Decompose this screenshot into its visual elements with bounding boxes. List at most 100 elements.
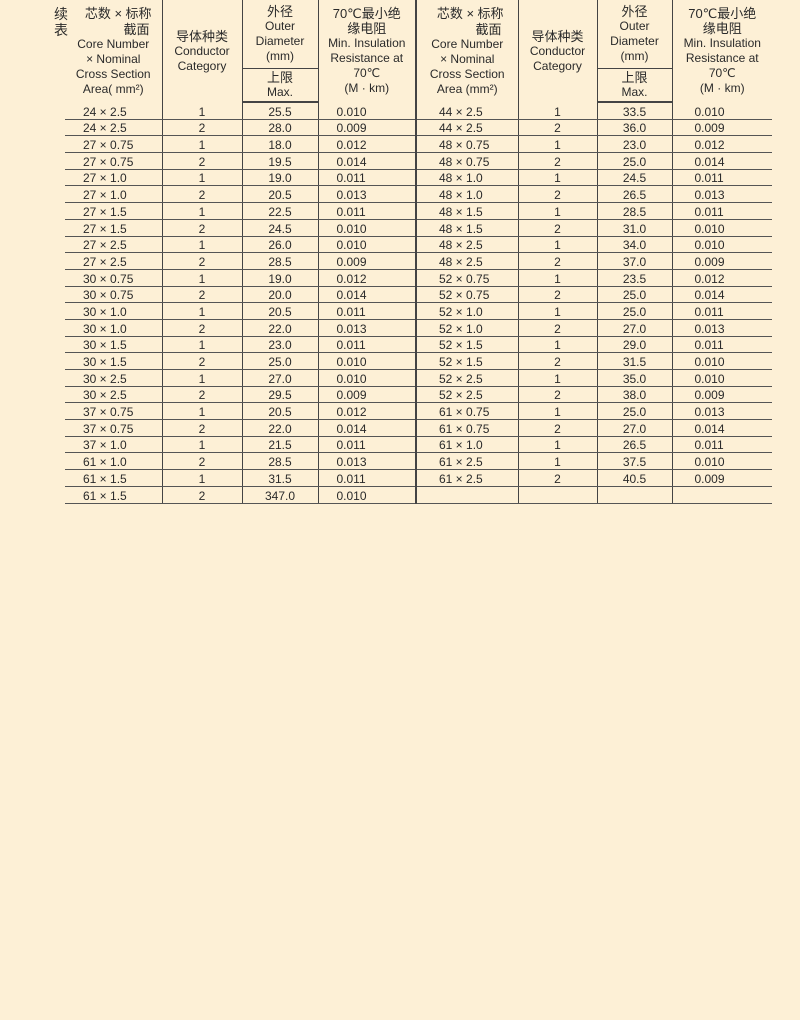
table-row: 27 × 1.0 2 20.5 0.013 48 × 1.0 2 26.5 0.013 [65, 185, 772, 204]
right-conductor-category-cell: 2 [517, 119, 598, 137]
right-outer-diameter-max-cell: 34.0 [596, 236, 673, 254]
right-conductor-category-cell: 2 [517, 386, 598, 404]
right-conductor-category-cell: 1 [517, 302, 598, 320]
left-insulation-resistance-cell: 0.011 [317, 169, 417, 187]
left-core-section-cell: 27 × 0.75 [65, 152, 163, 170]
left-insulation-resistance-cell: 0.014 [317, 152, 417, 170]
right-conductor-category-cell: 1 [517, 402, 598, 421]
right-conductor-category-cell: 2 [517, 152, 598, 170]
left-conductor-category-cell: 1 [161, 135, 243, 154]
left-core-section-cell: 30 × 2.5 [65, 386, 163, 404]
left-outer-diameter-max-cell: 19.0 [241, 269, 319, 287]
right-core-section-cell: 52 × 0.75 [415, 286, 519, 304]
table-row: 30 × 1.5 1 23.0 0.011 52 × 1.5 1 29.0 0.011 [65, 336, 772, 354]
left-insulation-resistance-cell: 0.013 [317, 319, 417, 337]
right-core-section-cell: 52 × 1.5 [415, 352, 519, 370]
right-core-section-cell: 52 × 1.5 [415, 336, 519, 354]
right-insulation-resistance-cell: 0.013 [671, 319, 772, 337]
right-conductor-category-cell: 1 [517, 452, 598, 471]
right-outer-diameter-max-cell: 27.0 [596, 419, 673, 437]
table-row: 27 × 1.0 1 19.0 0.011 48 × 1.0 1 24.5 0.011 [65, 169, 772, 187]
left-insulation-resistance-cell: 0.010 [317, 102, 417, 120]
left-conductor-category-cell: 2 [161, 286, 243, 304]
right-insulation-resistance-cell: 0.014 [671, 419, 772, 437]
left-outer-diameter-max-cell: 28.5 [241, 452, 319, 471]
left-outer-diameter-max-cell: 20.5 [241, 185, 319, 204]
table-row: 27 × 2.5 1 26.0 0.010 48 × 2.5 1 34.0 0.010 [65, 236, 772, 254]
right-core-section-cell [415, 486, 519, 504]
right-insulation-resistance-cell: 0.009 [671, 252, 772, 270]
right-outer-diameter-max-cell: 35.0 [596, 369, 673, 387]
right-outer-diameter-max-cell: 37.5 [596, 452, 673, 471]
left-insulation-resistance-cell: 0.009 [317, 252, 417, 270]
right-core-section-cell: 61 × 0.75 [415, 402, 519, 421]
right-conductor-category-cell: 2 [517, 319, 598, 337]
right-outer-diameter-max-cell: 25.0 [596, 286, 673, 304]
left-core-section-cell: 27 × 2.5 [65, 252, 163, 270]
left-conductor-category-cell: 2 [161, 219, 243, 237]
right-outer-diameter-max-cell: 25.0 [596, 302, 673, 320]
left-core-section-cell: 24 × 2.5 [65, 102, 163, 120]
right-insulation-resistance-cell: 0.010 [671, 369, 772, 387]
table-row: 61 × 1.0 2 28.5 0.013 61 × 2.5 1 37.5 0.010 [65, 452, 772, 471]
left-insulation-resistance-cell: 0.010 [317, 369, 417, 387]
right-insulation-resistance-cell: 0.010 [671, 236, 772, 254]
right-core-section-cell: 52 × 0.75 [415, 269, 519, 287]
left-core-section-cell: 30 × 1.0 [65, 319, 163, 337]
left-insulation-resistance-cell: 0.011 [317, 336, 417, 354]
header-max-right: 上限 Max. [596, 68, 673, 103]
left-insulation-resistance-cell: 0.010 [317, 219, 417, 237]
header-core-left: 芯数 × 标称 截面 Core Number × Nominal Cross Se… [65, 0, 163, 102]
right-conductor-category-cell: 2 [517, 352, 598, 370]
table-row: 37 × 0.75 1 20.5 0.012 61 × 0.75 1 25.0 0.013 [65, 402, 772, 421]
table-row: 30 × 0.75 1 19.0 0.012 52 × 0.75 1 23.5 0.012 [65, 269, 772, 287]
left-core-section-cell: 24 × 2.5 [65, 119, 163, 137]
right-outer-diameter-max-cell [596, 486, 673, 504]
left-insulation-resistance-cell: 0.011 [317, 436, 417, 454]
table-row: 24 × 2.5 1 25.5 0.010 44 × 2.5 1 33.5 0.010 [65, 102, 772, 120]
left-core-section-cell: 37 × 1.0 [65, 436, 163, 454]
left-outer-diameter-max-cell: 24.5 [241, 219, 319, 237]
right-core-section-cell: 52 × 2.5 [415, 386, 519, 404]
left-core-section-cell: 27 × 1.5 [65, 202, 163, 220]
left-outer-diameter-max-cell: 25.0 [241, 352, 319, 370]
table-row: 61 × 1.5 2 347.0 0.010 [65, 486, 772, 504]
right-outer-diameter-max-cell: 38.0 [596, 386, 673, 404]
left-outer-diameter-max-cell: 28.5 [241, 252, 319, 270]
left-core-section-cell: 61 × 1.0 [65, 452, 163, 471]
left-outer-diameter-max-cell: 21.5 [241, 436, 319, 454]
header-category-right: 导体种类 Conductor Category [517, 0, 598, 102]
left-conductor-category-cell: 2 [161, 352, 243, 370]
right-conductor-category-cell: 1 [517, 336, 598, 354]
left-insulation-resistance-cell: 0.010 [317, 236, 417, 254]
right-insulation-resistance-cell: 0.009 [671, 469, 772, 487]
left-insulation-resistance-cell: 0.014 [317, 286, 417, 304]
left-outer-diameter-max-cell: 28.0 [241, 119, 319, 137]
right-insulation-resistance-cell: 0.014 [671, 152, 772, 170]
right-core-section-cell: 48 × 1.5 [415, 202, 519, 220]
left-conductor-category-cell: 1 [161, 102, 243, 120]
left-conductor-category-cell: 1 [161, 402, 243, 421]
table-row: 30 × 1.0 2 22.0 0.013 52 × 1.0 2 27.0 0.013 [65, 319, 772, 337]
left-insulation-resistance-cell: 0.012 [317, 135, 417, 154]
right-conductor-category-cell: 1 [517, 436, 598, 454]
right-conductor-category-cell: 1 [517, 202, 598, 220]
left-conductor-category-cell: 1 [161, 202, 243, 220]
right-insulation-resistance-cell: 0.011 [671, 336, 772, 354]
right-core-section-cell: 48 × 0.75 [415, 152, 519, 170]
right-insulation-resistance-cell: 0.010 [671, 219, 772, 237]
left-outer-diameter-max-cell: 23.0 [241, 336, 319, 354]
left-insulation-resistance-cell: 0.011 [317, 469, 417, 487]
table-row: 27 × 1.5 1 22.5 0.011 48 × 1.5 1 28.5 0.011 [65, 202, 772, 220]
left-conductor-category-cell: 2 [161, 185, 243, 204]
right-insulation-resistance-cell: 0.012 [671, 135, 772, 154]
right-core-section-cell: 44 × 2.5 [415, 102, 519, 120]
right-core-section-cell: 48 × 1.0 [415, 185, 519, 204]
right-outer-diameter-max-cell: 28.5 [596, 202, 673, 220]
left-outer-diameter-max-cell: 29.5 [241, 386, 319, 404]
left-outer-diameter-max-cell: 22.0 [241, 419, 319, 437]
left-core-section-cell: 37 × 0.75 [65, 419, 163, 437]
right-core-section-cell: 48 × 1.0 [415, 169, 519, 187]
right-insulation-resistance-cell: 0.013 [671, 185, 772, 204]
right-insulation-resistance-cell: 0.009 [671, 119, 772, 137]
